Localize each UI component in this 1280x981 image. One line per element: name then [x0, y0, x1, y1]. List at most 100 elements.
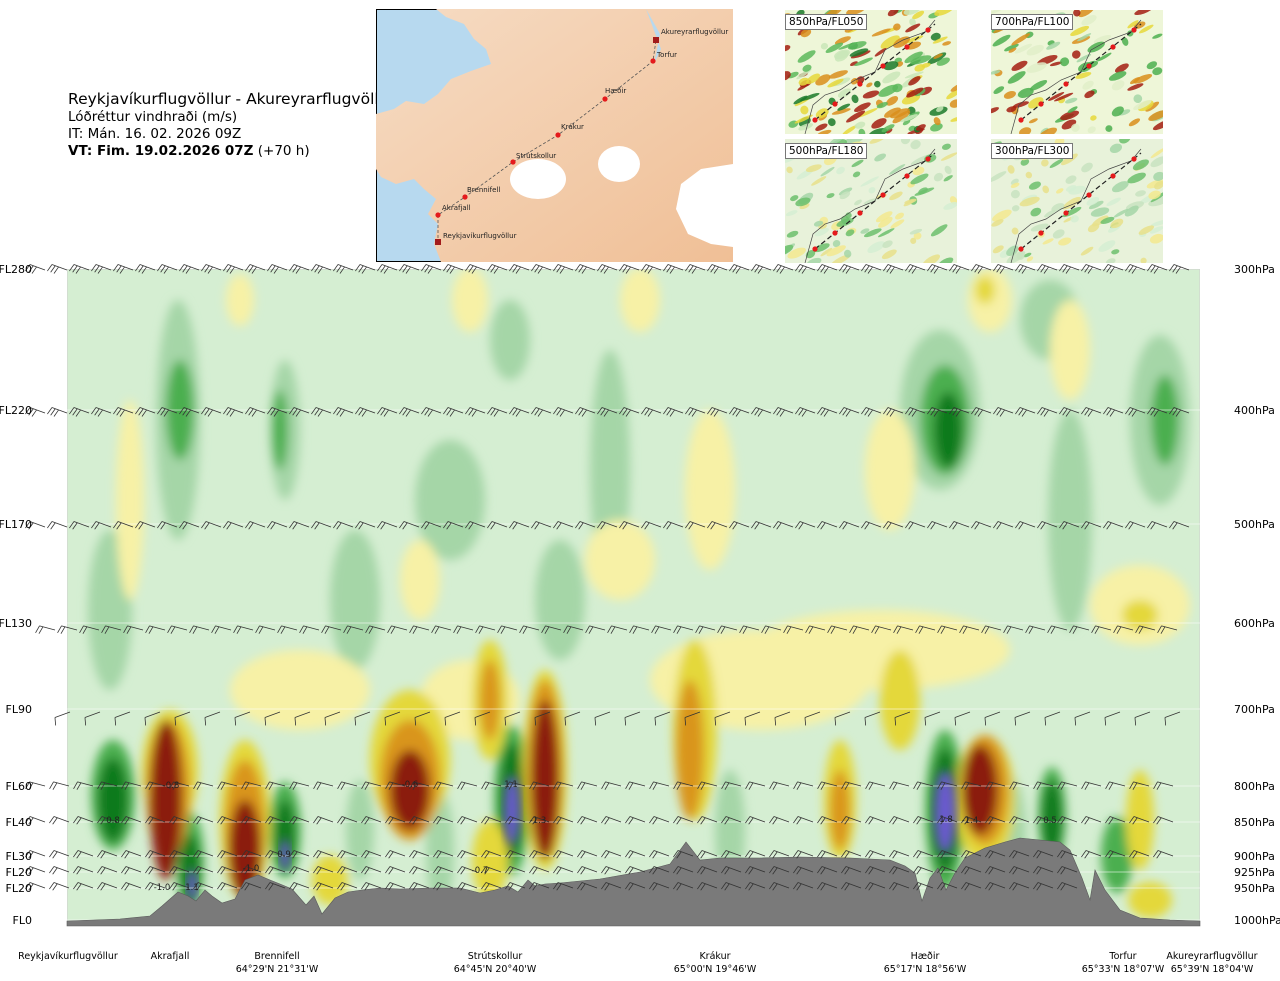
wind-barb	[553, 866, 574, 875]
wind-barb	[265, 866, 286, 875]
wind-barb	[981, 625, 1002, 634]
wind-barb	[607, 625, 628, 634]
wind-barb	[729, 407, 750, 417]
wind-barb	[121, 816, 142, 825]
wind-barb	[1015, 264, 1036, 274]
wind-barb	[985, 850, 1006, 859]
wind-barb	[35, 625, 56, 634]
level-panel: 500hPa/FL180	[785, 139, 957, 263]
wind-barb	[481, 866, 502, 875]
wind-barb	[1081, 850, 1102, 859]
wind-barb	[121, 866, 142, 875]
wind-barb	[361, 850, 382, 859]
glacier-vatnajokull	[676, 164, 733, 247]
extremum-label: -0.8	[163, 781, 180, 791]
wind-barb	[289, 407, 310, 417]
wind-barb	[871, 625, 892, 634]
waypoint-label: Hæðir 65°17'N 18°56'W	[865, 950, 985, 976]
wind-barb	[474, 711, 491, 726]
wind-barb	[985, 816, 1006, 825]
wind-barb	[707, 521, 728, 530]
wind-barb	[993, 521, 1014, 530]
wind-barb	[97, 850, 118, 859]
wind-barb	[834, 711, 851, 726]
wind-barb	[169, 816, 190, 825]
wind-barb	[577, 850, 598, 859]
wind-barb	[121, 882, 142, 891]
wind-barb	[641, 407, 662, 417]
wind-barb	[255, 625, 276, 634]
wind-barb	[311, 521, 332, 530]
wind-barb	[1125, 264, 1146, 274]
waypoint-name: Reykjavíkurflugvöllur	[18, 951, 118, 962]
wind-barb	[905, 521, 926, 530]
wind-barb	[73, 781, 94, 790]
level-panel: 300hPa/FL300	[991, 139, 1163, 263]
wind-barb	[289, 264, 310, 274]
wind-barb	[937, 882, 958, 891]
wind-barb	[433, 866, 454, 875]
wind-barb	[497, 625, 518, 634]
waypoint-name: Strútskollur	[467, 951, 523, 962]
wind-barb	[751, 521, 772, 530]
fl-label: FL170	[0, 518, 32, 531]
wind-barb	[1009, 866, 1030, 875]
wind-barb	[534, 711, 551, 726]
wind-barb	[793, 866, 814, 875]
fl-label: FL130	[0, 617, 32, 630]
wind-barb	[421, 407, 442, 417]
wind-barb	[49, 866, 70, 875]
wind-barb	[913, 816, 934, 825]
wind-barb	[959, 625, 980, 634]
fl-label: FL40	[6, 816, 32, 829]
wind-barb	[827, 625, 848, 634]
wind-barb	[79, 625, 100, 634]
wind-barb	[625, 781, 646, 790]
wind-barb	[745, 816, 766, 825]
wind-barb	[1081, 816, 1102, 825]
wind-barb	[433, 850, 454, 859]
wind-barb	[1033, 866, 1054, 875]
wind-barb	[25, 781, 46, 790]
wind-barb	[739, 625, 760, 634]
wind-barb	[245, 521, 266, 530]
extremum-label: 0.8	[106, 816, 120, 826]
terrain-profile	[66, 837, 1201, 927]
wind-barb	[361, 781, 382, 790]
wind-barb	[949, 521, 970, 530]
wind-barb	[433, 781, 454, 790]
wind-barb	[745, 781, 766, 790]
wind-barb	[913, 781, 934, 790]
wind-barb	[241, 850, 262, 859]
wind-barb	[337, 882, 358, 891]
wind-barb	[795, 521, 816, 530]
wind-barb	[1059, 407, 1080, 417]
wind-barb	[625, 816, 646, 825]
wind-barb	[1009, 882, 1030, 891]
wind-barb	[714, 711, 731, 726]
map-label-krakur: Krákur	[561, 123, 584, 131]
wind-barb	[457, 882, 478, 891]
wind-barb	[487, 264, 508, 274]
wind-barb	[145, 781, 166, 790]
wind-barb	[961, 816, 982, 825]
wind-barb	[1134, 711, 1151, 726]
wind-barb	[354, 711, 371, 726]
wind-barb	[937, 625, 958, 634]
wind-barb	[169, 866, 190, 875]
wind-barb	[289, 850, 310, 859]
wind-barb	[971, 407, 992, 417]
wind-barb	[414, 711, 431, 726]
wind-barb	[915, 625, 936, 634]
wind-barb	[97, 816, 118, 825]
wind-barb	[1103, 407, 1124, 417]
wind-barb	[697, 781, 718, 790]
map-label-akrafjall: Akrafjall	[442, 204, 471, 212]
extremum-label: 1.1	[504, 780, 518, 790]
wind-barb	[961, 882, 982, 891]
wind-barb	[1047, 625, 1068, 634]
wind-barb	[937, 866, 958, 875]
wind-barb	[629, 625, 650, 634]
wind-barb	[961, 850, 982, 859]
